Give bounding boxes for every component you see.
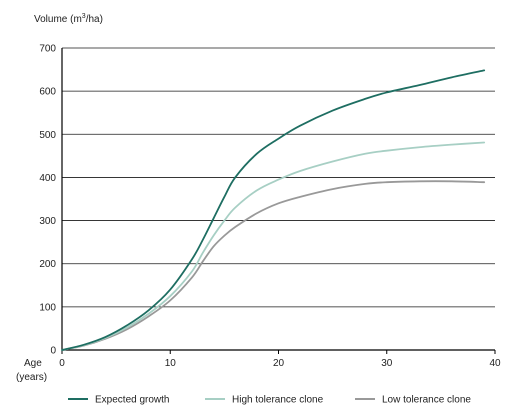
series-line-low-tolerance-clone — [61, 180, 486, 351]
series-line-expected-growth — [61, 69, 486, 351]
x-axis-ticks: 0 10 20 30 40 — [59, 350, 501, 369]
legend: Expected growth High tolerance clone Low t… — [68, 395, 471, 406]
x-tick-label: 10 — [165, 358, 177, 369]
series-line-high-tolerance-clone — [61, 141, 486, 351]
series-lines — [61, 69, 486, 351]
y-tick-label: 600 — [39, 87, 56, 98]
y-axis-title: Volume (m3/ha) — [34, 13, 103, 25]
gridlines — [61, 47, 495, 351]
x-axis-title-line1: Age — [24, 358, 42, 369]
legend-item-high-tolerance-clone: High tolerance clone — [205, 395, 324, 406]
legend-label: Expected growth — [95, 395, 170, 406]
legend-item-low-tolerance-clone: Low tolerance clone — [355, 395, 471, 406]
x-tick-label: 40 — [489, 358, 501, 369]
y-tick-label: 400 — [39, 173, 56, 184]
legend-label: Low tolerance clone — [382, 395, 471, 406]
y-tick-label: 100 — [39, 302, 56, 313]
y-tick-label: 200 — [39, 259, 56, 270]
y-tick-label: 300 — [39, 216, 56, 227]
legend-item-expected-growth: Expected growth — [68, 395, 170, 406]
legend-label: High tolerance clone — [232, 395, 324, 406]
x-tick-label: 30 — [381, 358, 393, 369]
y-tick-label: 500 — [39, 130, 56, 141]
y-axis-ticks: 0 100 200 300 400 500 600 700 — [39, 44, 56, 357]
y-tick-label: 700 — [39, 44, 56, 55]
x-axis-title-line2: (years) — [16, 372, 47, 383]
x-tick-label: 20 — [273, 358, 285, 369]
y-tick-label: 0 — [50, 346, 56, 357]
x-tick-label: 0 — [59, 358, 65, 369]
